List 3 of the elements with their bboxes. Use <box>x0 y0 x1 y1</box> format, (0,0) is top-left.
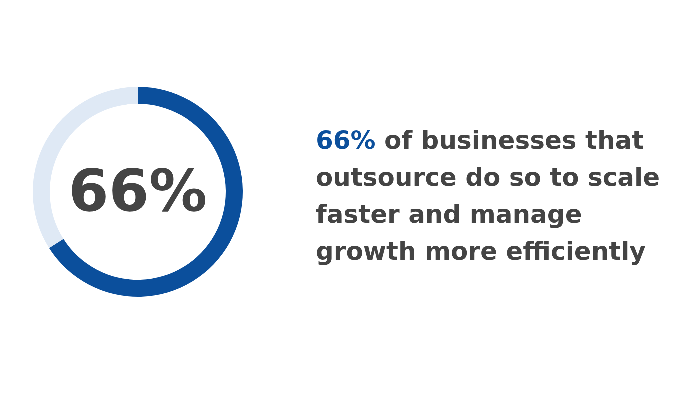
text: 66% of businesses that outsource do so to scale faster and manage growth more efficiently <box>316 125 662 268</box>
data-label: 66% <box>68 157 208 225</box>
donut-slice <box>49 87 243 297</box>
